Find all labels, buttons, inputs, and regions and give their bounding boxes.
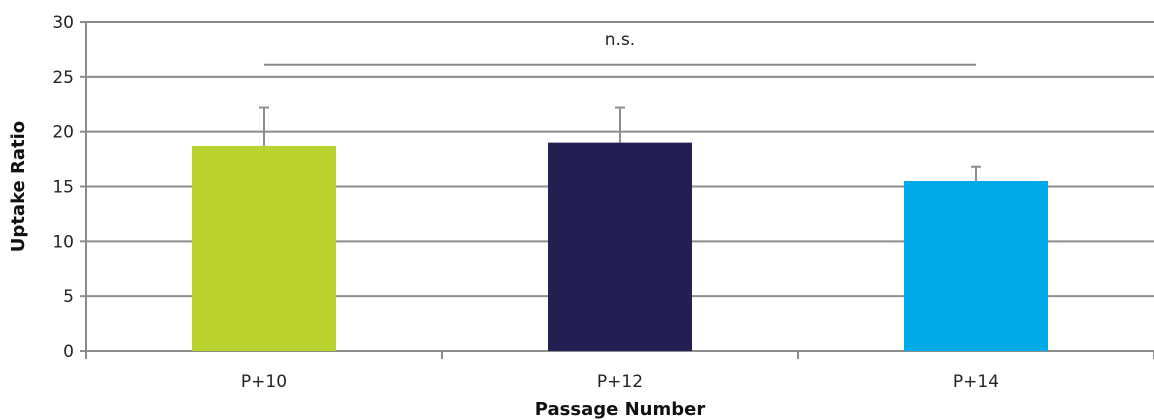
y-tick-label-4: 20 bbox=[52, 123, 74, 143]
x-tick-label-P+14: P+14 bbox=[953, 372, 999, 392]
bar-P+12 bbox=[548, 142, 692, 351]
y-tick-label-3: 15 bbox=[52, 178, 74, 198]
x-tick-label-P+10: P+10 bbox=[241, 372, 287, 392]
x-tick-label-P+12: P+12 bbox=[597, 372, 643, 392]
ns-annotation-label: n.s. bbox=[605, 30, 635, 50]
error-bar-layer bbox=[259, 106, 981, 182]
y-axis-title: Uptake Ratio bbox=[8, 121, 29, 252]
y-tick-label-6: 30 bbox=[52, 13, 74, 33]
y-tick-label-0: 0 bbox=[63, 342, 74, 362]
bar-P+10 bbox=[192, 145, 336, 351]
annotation-layer: n.s. bbox=[264, 30, 976, 66]
y-tick-label-5: 25 bbox=[52, 68, 74, 88]
label-layer: 0 5 10 15 20 25 30 P+10 P+12 P+14 bbox=[52, 13, 999, 392]
y-tick-label-1: 5 bbox=[63, 287, 74, 307]
y-tick-label-2: 10 bbox=[52, 232, 74, 252]
x-axis-title: Passage Number bbox=[535, 399, 706, 420]
bar-P+14 bbox=[904, 181, 1048, 351]
bar-layer bbox=[192, 142, 1048, 351]
